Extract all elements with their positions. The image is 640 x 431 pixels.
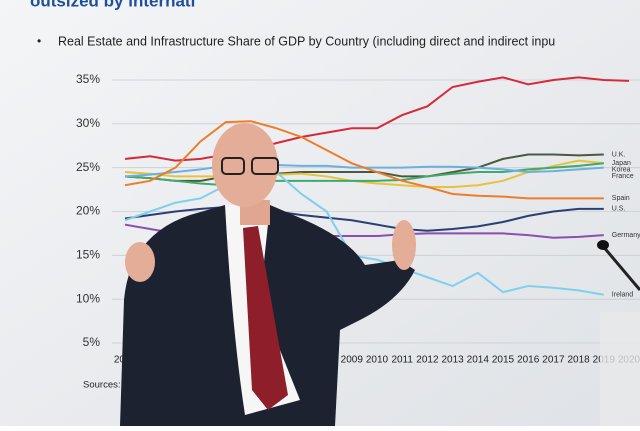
y-tick-label: 30% (76, 116, 100, 130)
line (124, 76, 630, 162)
x-tick-label: 2016 (517, 355, 540, 366)
line (124, 206, 604, 232)
chart-title: Real Estate and Infrastructure Share of … (58, 34, 555, 48)
series-label: Ireland (612, 292, 634, 299)
x-tick-label: 2015 (492, 355, 515, 366)
speaker (120, 123, 416, 426)
series-label: France (612, 173, 634, 180)
slide-heading: outsized by internati (30, 0, 195, 10)
y-tick-label: 5% (83, 335, 101, 349)
series-label: Japan (612, 160, 631, 167)
line (124, 162, 604, 187)
x-tick-label: 2018 (567, 355, 590, 366)
y-tick-label: 35% (76, 72, 100, 86)
x-tick-label: 2014 (467, 355, 490, 366)
x-tick-label: 2017 (542, 355, 565, 366)
y-tick-label: 20% (76, 204, 100, 218)
x-tick-label: 2012 (416, 355, 439, 366)
y-tick-label: 25% (76, 160, 100, 174)
bullet: • (37, 34, 41, 48)
series-label: U.S. (612, 206, 626, 213)
line (124, 153, 604, 182)
series-label: U.K. (612, 151, 626, 158)
series-label: Germany (612, 232, 640, 239)
series-label: Korea (612, 167, 631, 174)
x-tick-label: 2011 (391, 355, 413, 366)
line (124, 171, 604, 296)
line (124, 159, 604, 188)
x-tick-label: 2013 (441, 355, 464, 366)
y-tick-label: 15% (76, 248, 100, 262)
x-tick-label: 2010 (366, 355, 389, 366)
microphone (597, 240, 640, 426)
line (124, 120, 604, 200)
y-tick-label: 10% (76, 291, 100, 305)
series-label: Spain (612, 195, 630, 202)
x-tick-label: 2009 (341, 355, 364, 366)
